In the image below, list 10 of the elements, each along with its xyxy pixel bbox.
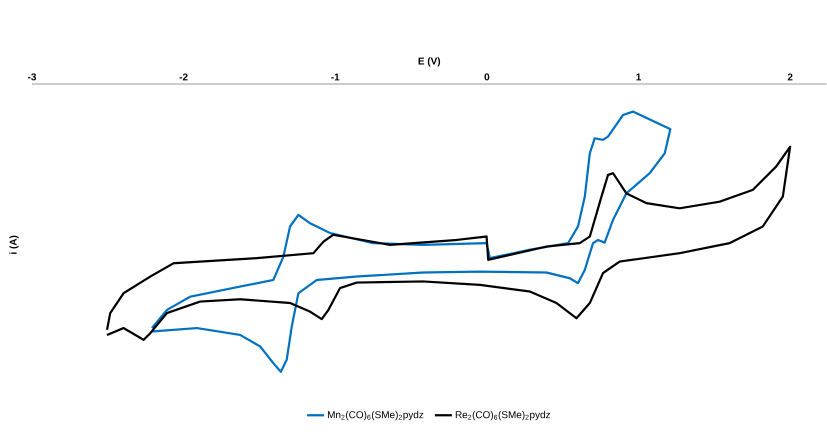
x-tick-label: -1 [331,74,340,81]
y-axis-title: i (A) [9,236,19,254]
x-tick-label: -3 [28,73,36,81]
legend-label: Mn$_{2}$(CO)$_{6}$(SMe)$_{2}$pydz [328,411,424,420]
x-tick-label: 1 [636,74,641,81]
legend-label: Re$_{2}$(CO)$_{6}$(SMe)$_{2}$pydz [456,411,550,420]
x-tick-label: 2 [788,74,792,81]
x-tick-label: -2 [180,74,188,81]
x-tick-label: 0 [484,74,490,81]
x-axis-title: E (V) [418,57,440,67]
